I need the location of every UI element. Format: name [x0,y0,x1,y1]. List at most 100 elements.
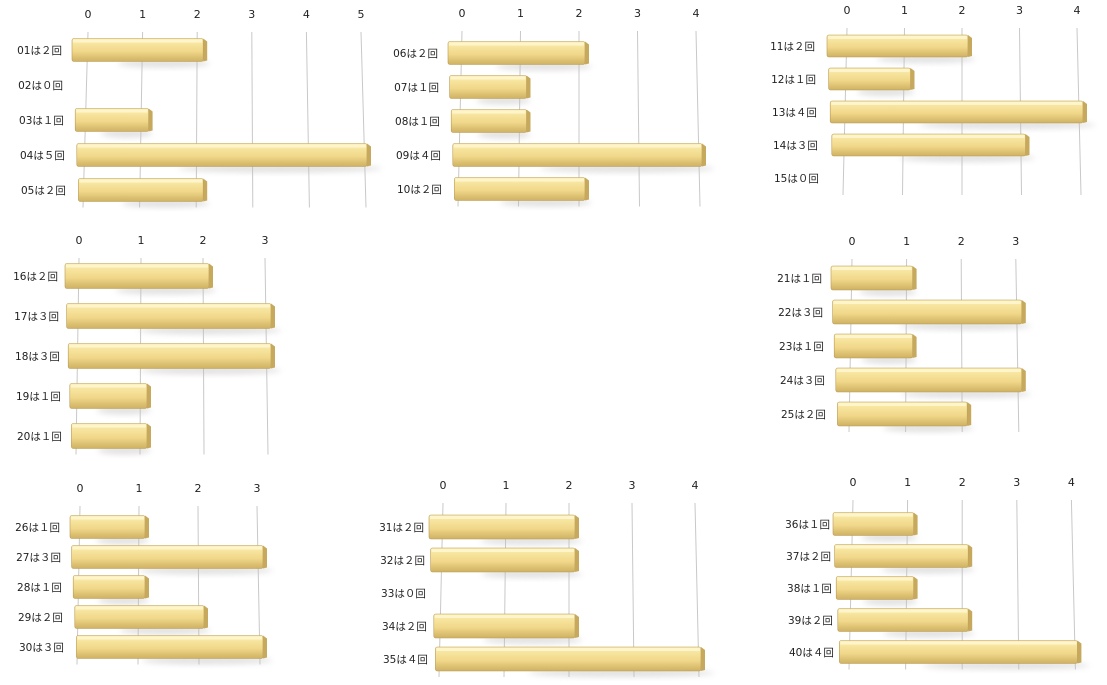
category-label: 21は１回 [777,273,822,285]
gridline [360,31,367,208]
bar-end-cap [968,35,972,57]
bar-highlight [840,641,1077,645]
bar-end-cap [263,635,267,659]
category-label: 39は２回 [788,615,833,627]
gridline [695,30,701,207]
bar-end-cap [367,143,371,167]
category-label: 28は１回 [17,582,62,594]
bar-highlight [66,264,208,268]
bar-highlight [452,110,526,114]
bar-highlight [828,36,967,39]
bar-highlight [835,545,968,549]
x-tick-label: 0 [850,476,857,489]
x-tick-label: 2 [959,4,966,17]
x-tick-label: 4 [1068,476,1075,489]
bar-end-cap [702,143,706,167]
x-tick-label: 0 [459,7,466,20]
category-label: 02は０回 [18,80,63,92]
x-tick-label: 1 [503,479,510,492]
category-label: 16は２回 [13,271,58,283]
category-label: 08は１回 [395,116,440,128]
bar-end-cap [209,263,213,289]
category-label: 14は３回 [773,140,818,152]
x-tick-label: 3 [634,7,641,20]
category-label: 27は３回 [16,552,61,564]
bar-end-cap [204,605,208,629]
bar-highlight [455,178,584,182]
x-tick-label: 3 [1013,476,1020,489]
bar-end-cap [1083,101,1087,123]
x-tick-label: 2 [200,234,207,247]
category-label: 36は１回 [785,519,830,531]
x-tick-label: 4 [692,479,699,492]
bar-end-cap [912,334,917,358]
x-tick-label: 3 [254,482,261,495]
category-label: 26は１回 [15,522,60,534]
bar-end-cap [148,108,153,132]
category-label: 29は２回 [18,612,63,624]
category-label: 12は１回 [771,74,816,86]
category-label: 40は４回 [789,647,834,659]
x-tick-label: 4 [1074,4,1081,17]
bar-chart-7: 0 1 2 3 4 31は２回 32は２回 33は０回 34は２回 35は４回 [379,479,715,678]
category-label: 07は１回 [394,82,439,94]
bar-end-cap [575,515,579,539]
category-label: 04は５回 [20,150,65,162]
bar-end-cap [1025,134,1030,156]
bar-end-cap [585,41,589,65]
category-label: 30は３回 [19,642,64,654]
x-tick-label: 4 [303,8,310,21]
bar-end-cap [913,576,918,600]
bar-end-cap [526,75,531,99]
x-tick-label: 1 [904,476,911,489]
bar-highlight [832,135,1025,138]
bar-chart-1: 0 1 2 3 4 5 01は２回 02は０回 03は１回 04は５回 05は２回 [17,8,382,208]
bar-highlight [72,546,262,550]
category-label: 15は０回 [774,173,819,185]
bar-end-cap [145,575,149,599]
bar-highlight [430,516,574,519]
bar-chart-6: 0 1 2 3 26は１回 27は３回 28は１回 29は２回 30は３回 [15,482,273,665]
category-label: 31は２回 [379,522,424,534]
category-label: 38は１回 [787,583,832,595]
bar-chart-4: 0 1 2 3 16は２回 17は３回 18は３回 19は１回 20は１回 [13,234,282,455]
bar-highlight [79,179,203,183]
x-tick-label: 3 [1016,4,1023,17]
bar-end-cap [147,423,151,449]
category-label: 06は２回 [393,48,438,60]
x-tick-label: 3 [262,234,269,247]
category-label: 23は１回 [779,341,824,353]
bar-highlight [449,42,584,46]
bar-end-cap [913,512,918,536]
category-label: 25は２回 [781,409,826,421]
bar-end-cap [968,608,973,632]
x-tick-label: 2 [194,8,201,21]
bar-highlight [836,369,1021,372]
x-tick-label: 1 [903,235,910,248]
bar-highlight [453,144,701,148]
category-label: 35は４回 [383,654,428,666]
bar-highlight [74,576,144,580]
x-tick-label: 4 [693,7,700,20]
category-label: 09は４回 [396,150,441,162]
category-label: 34は２回 [382,621,427,633]
bar-end-cap [968,544,973,568]
bar-end-cap [575,548,579,572]
bar-end-cap [271,303,275,329]
x-tick-label: 0 [849,235,856,248]
bar-end-cap [1021,300,1026,324]
category-label: 24は３回 [780,375,825,387]
category-label: 37は２回 [786,551,831,563]
bar-end-cap [967,402,972,426]
bar-highlight [835,335,912,338]
category-label: 20は１回 [17,431,62,443]
bar-highlight [832,267,912,270]
bar-highlight [833,301,1021,304]
bar-end-cap [271,343,275,369]
bar-end-cap [585,177,589,201]
x-tick-label: 2 [566,479,573,492]
bar-highlight [70,384,146,388]
bar-highlight [837,577,913,581]
